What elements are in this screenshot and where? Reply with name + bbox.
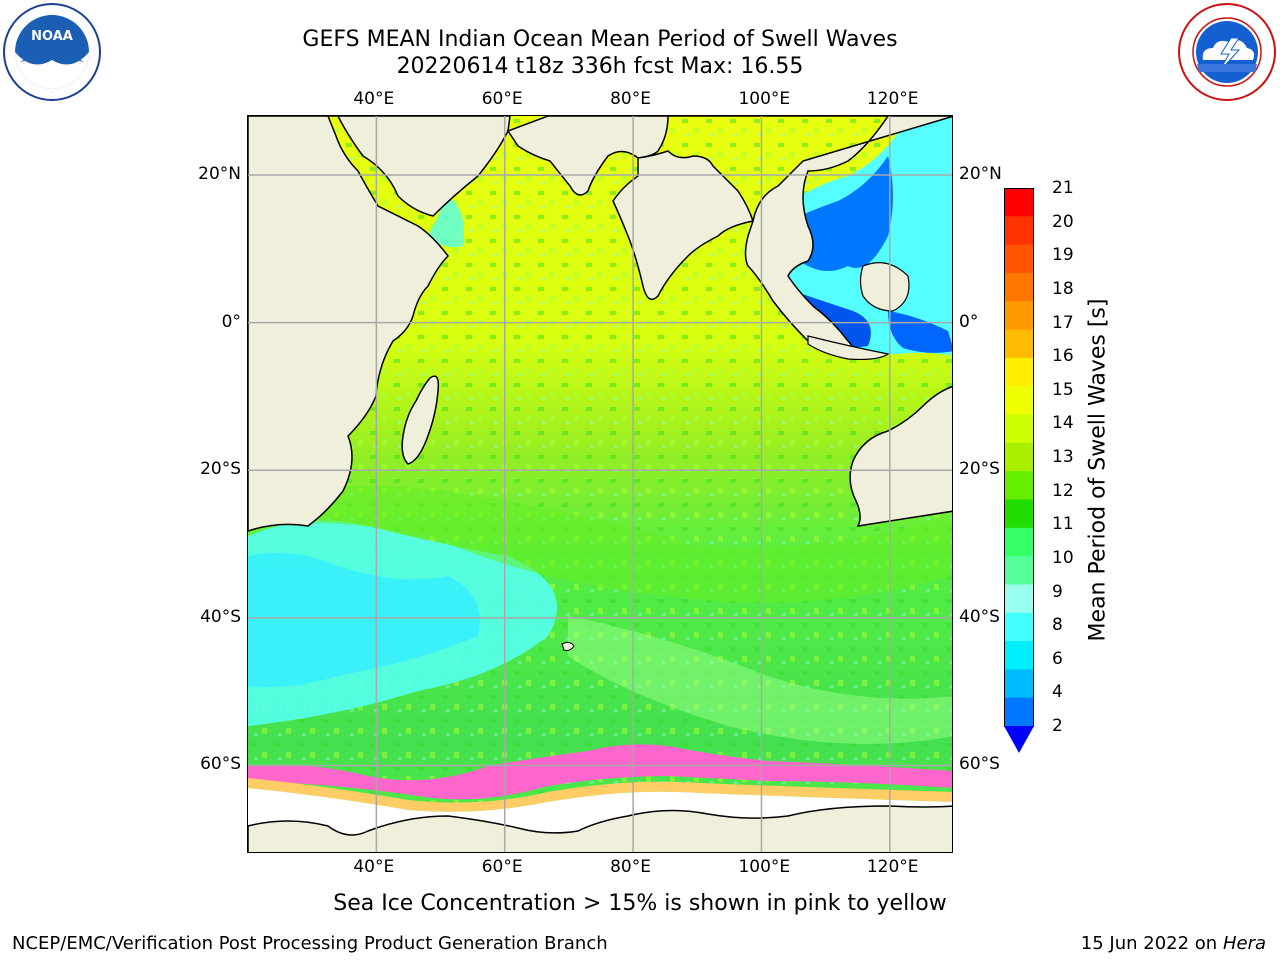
colorbar-tick-label: 2 [1052, 716, 1063, 736]
colorbar-segment [1004, 244, 1034, 274]
lon-tick-label-top: 60°E [481, 89, 523, 109]
lon-tick-label-top: 80°E [610, 89, 651, 109]
lat-tick-label-right: 60°S [959, 754, 1000, 775]
colorbar-tick-label: 15 [1052, 379, 1074, 400]
colorbar-segment [1004, 641, 1034, 670]
colorbar-segment [1004, 414, 1034, 444]
colorbar [1004, 188, 1034, 753]
sea-ice-note: Sea Ice Concentration > 15% is shown in … [333, 891, 947, 916]
lon-tick-label-top: 100°E [738, 89, 791, 109]
nws-logo-icon [1178, 3, 1276, 101]
colorbar-segment [1004, 329, 1034, 359]
colorbar-segment [1004, 386, 1034, 416]
land-kerguelen [561, 641, 575, 651]
colorbar-tick-label: 19 [1052, 245, 1074, 266]
land-madagascar [401, 375, 440, 465]
colorbar-segment [1004, 471, 1034, 500]
colorbar-segment [1004, 216, 1034, 246]
colorbar-segment [1004, 499, 1034, 529]
land-australia [849, 385, 952, 527]
colorbar-tick-label: 16 [1052, 346, 1074, 367]
lon-tick-label-bottom: 80°E [610, 857, 651, 877]
lat-tick-label-right: 20°S [959, 459, 1000, 480]
colorbar-tick-label: 21 [1052, 178, 1074, 198]
colorbar-segment [1004, 301, 1034, 331]
land-arabia [248, 116, 511, 217]
mid-period-belt-south [568, 616, 952, 744]
colorbar-tick-label: 13 [1052, 447, 1074, 467]
lon-tick-label-bottom: 40°E [353, 857, 395, 877]
lat-tick-label-right: 40°S [959, 606, 1000, 627]
map-gridlines [248, 116, 952, 852]
land-india [612, 150, 754, 301]
lon-tick-label-bottom: 60°E [481, 857, 523, 877]
land-borneo [859, 262, 910, 312]
mid-period-belt [248, 486, 952, 603]
noaa-logo-icon: NOAA [3, 3, 101, 101]
colorbar-segment [1004, 527, 1034, 557]
land-java [807, 335, 890, 361]
lon-tick-label-bottom: 120°E [866, 857, 919, 877]
colorbar-segment [1004, 442, 1034, 472]
colorbar-segment [1004, 669, 1034, 699]
land-iran-pakistan [506, 116, 952, 196]
colorbar-segment [1004, 584, 1034, 614]
colorbar-tick-label: 6 [1052, 648, 1063, 669]
lon-tick-label-top: 40°E [353, 89, 395, 109]
sea-ice-edge [248, 744, 952, 800]
land-antarctica [248, 805, 952, 852]
colorbar-segment [1004, 612, 1034, 642]
map-panel [247, 115, 953, 853]
chart-subtitle: 20220614 t18z 336h fcst Max: 16.55 [396, 54, 804, 79]
lat-tick-label-left: 60°S [200, 754, 241, 775]
lat-tick-label-right: 0° [959, 311, 979, 332]
lat-tick-label-left: 40°S [200, 606, 241, 627]
lon-tick-label-top: 120°E [866, 89, 919, 109]
footer-timestamp: 15 Jun 2022 on Hera [1081, 933, 1266, 954]
very-low-period-banda-sea [888, 311, 952, 353]
sea-ice-inner-band [248, 778, 952, 812]
colorbar-segment [1004, 556, 1034, 585]
colorbar-tick-label: 4 [1052, 682, 1063, 703]
lon-tick-label-bottom: 100°E [738, 857, 791, 877]
colorbar-tick-label: 12 [1052, 480, 1074, 501]
colorbar-tick-label: 14 [1052, 413, 1074, 434]
noaa-logo-text: NOAA [31, 29, 73, 44]
colorbar-extend-min [1004, 726, 1034, 753]
lat-tick-label-left: 20°S [200, 459, 241, 480]
colorbar-tick-label: 9 [1052, 581, 1063, 602]
lat-tick-label-right: 20°N [959, 164, 1002, 185]
low-period-zone-arabian-sea [428, 196, 464, 248]
swell-period-map [248, 116, 952, 852]
chart-title: GEFS MEAN Indian Ocean Mean Period of Sw… [302, 27, 898, 52]
colorbar-tick-label: 18 [1052, 278, 1074, 299]
footer-host: Hera [1222, 933, 1266, 954]
lat-tick-label-left: 20°N [198, 164, 241, 185]
colorbar-segment [1004, 697, 1034, 727]
colorbar-title: Mean Period of Swell Waves [s] [1085, 298, 1111, 642]
colorbar-tick-label: 20 [1052, 211, 1074, 232]
land-southeast-asia [744, 116, 952, 357]
colorbar-tick-label: 11 [1052, 514, 1074, 535]
low-period-zone-core [248, 552, 480, 688]
lat-tick-label-left: 0° [221, 311, 241, 332]
footer-date: 15 Jun 2022 on [1080, 933, 1218, 954]
colorbar-segment [1004, 357, 1034, 387]
colorbar-segment [1004, 188, 1034, 217]
footer-credit: NCEP/EMC/Verification Post Processing Pr… [12, 933, 608, 954]
colorbar-segment [1004, 272, 1034, 302]
colorbar-tick-label: 17 [1052, 312, 1074, 333]
colorbar-tick-label: 10 [1052, 547, 1074, 568]
colorbar-tick-label: 8 [1052, 615, 1063, 636]
